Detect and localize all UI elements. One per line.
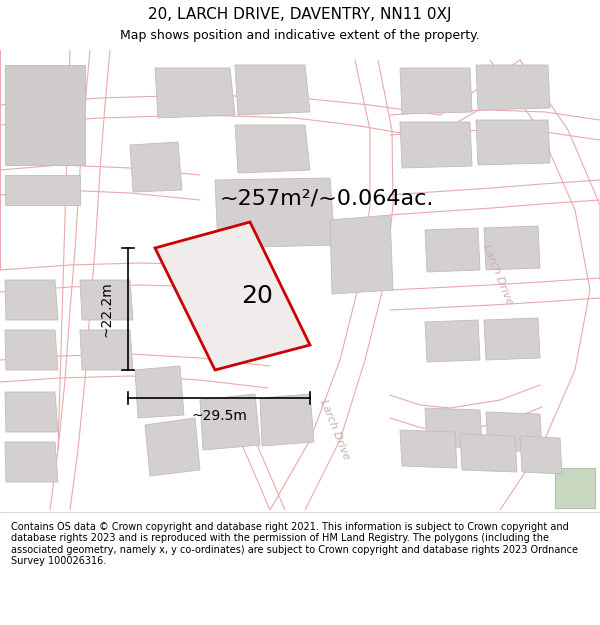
Polygon shape [5, 330, 58, 370]
Text: Contains OS data © Crown copyright and database right 2021. This information is : Contains OS data © Crown copyright and d… [11, 521, 578, 566]
Polygon shape [476, 120, 550, 165]
Polygon shape [425, 408, 482, 448]
Polygon shape [80, 330, 133, 370]
Polygon shape [130, 142, 182, 192]
Polygon shape [400, 430, 457, 468]
Polygon shape [476, 65, 550, 110]
Polygon shape [486, 412, 542, 452]
Polygon shape [555, 468, 595, 508]
Polygon shape [460, 434, 517, 472]
Polygon shape [425, 228, 480, 272]
Text: ~257m²/~0.064ac.: ~257m²/~0.064ac. [220, 188, 434, 208]
Polygon shape [260, 394, 314, 446]
Polygon shape [5, 65, 85, 165]
Polygon shape [484, 226, 540, 270]
Text: 20: 20 [242, 284, 274, 308]
Text: Larch Drive: Larch Drive [319, 398, 352, 462]
Text: ~22.2m: ~22.2m [99, 281, 113, 337]
Polygon shape [5, 442, 58, 482]
Polygon shape [155, 222, 310, 370]
Polygon shape [400, 122, 472, 168]
Polygon shape [235, 125, 310, 173]
Text: Map shows position and indicative extent of the property.: Map shows position and indicative extent… [120, 29, 480, 42]
Text: Larch Drive: Larch Drive [481, 243, 515, 307]
Polygon shape [5, 392, 58, 432]
Text: ~29.5m: ~29.5m [191, 409, 247, 423]
Polygon shape [330, 215, 393, 294]
Polygon shape [425, 320, 480, 362]
Polygon shape [215, 178, 335, 248]
Polygon shape [400, 68, 472, 114]
Polygon shape [5, 175, 80, 205]
Polygon shape [484, 318, 540, 360]
Polygon shape [5, 280, 58, 320]
Text: 20, LARCH DRIVE, DAVENTRY, NN11 0XJ: 20, LARCH DRIVE, DAVENTRY, NN11 0XJ [148, 6, 452, 21]
Polygon shape [155, 68, 235, 118]
Polygon shape [235, 65, 310, 115]
Polygon shape [200, 394, 260, 450]
Polygon shape [80, 280, 133, 320]
Polygon shape [145, 418, 200, 476]
Polygon shape [520, 436, 562, 474]
Polygon shape [135, 366, 184, 418]
